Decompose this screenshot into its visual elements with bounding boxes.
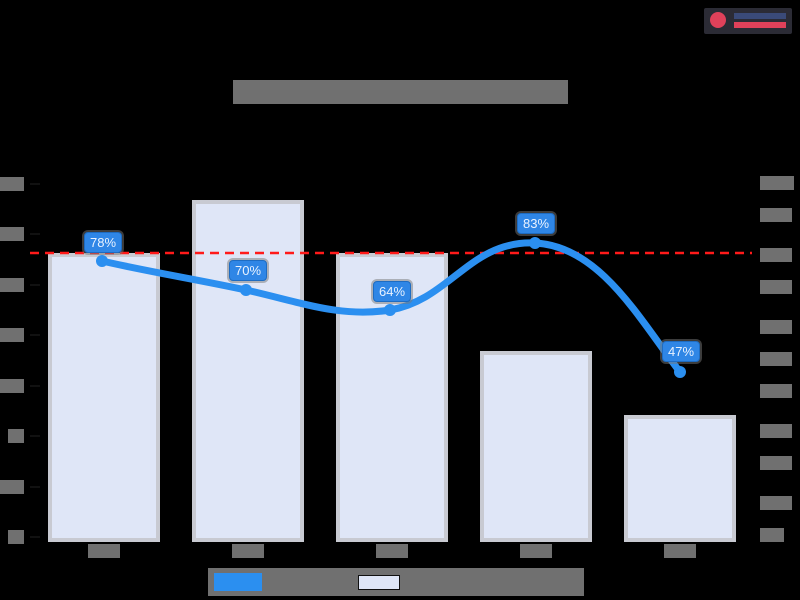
left-axis-label bbox=[0, 177, 24, 191]
right-axis-label bbox=[760, 248, 792, 262]
bar-4 bbox=[480, 351, 592, 542]
left-axis-label bbox=[0, 227, 24, 241]
left-axis-label bbox=[0, 328, 24, 342]
right-axis-label bbox=[760, 280, 792, 294]
left-axis-label bbox=[0, 278, 24, 292]
bar-1 bbox=[48, 253, 160, 542]
right-axis-label bbox=[760, 496, 792, 510]
right-axis-label bbox=[760, 456, 792, 470]
x-axis-label: (obscured) bbox=[520, 544, 552, 558]
data-label-4: 83% bbox=[517, 213, 556, 234]
right-axis-label bbox=[760, 424, 792, 438]
brand-logo bbox=[704, 8, 792, 34]
bar-5 bbox=[624, 415, 736, 542]
line-points bbox=[96, 237, 686, 378]
bar-2 bbox=[192, 200, 304, 542]
right-axis-label bbox=[760, 384, 792, 398]
left-axis-label bbox=[8, 429, 24, 443]
x-axis-label: (obscured) bbox=[664, 544, 696, 558]
left-axis-label bbox=[8, 530, 24, 544]
chart-title: Retention Rate by Year (obscured) bbox=[233, 80, 568, 104]
legend-swatch-line bbox=[214, 573, 262, 591]
bar-series bbox=[48, 200, 736, 542]
right-axis-label bbox=[760, 176, 794, 190]
left-axis-label bbox=[0, 379, 24, 393]
data-label-3: 64% bbox=[373, 281, 412, 302]
data-label-2: 70% bbox=[229, 260, 268, 281]
x-axis-label: (obscured) bbox=[376, 544, 408, 558]
x-axis-label: (obscured) bbox=[88, 544, 120, 558]
logo-top-text bbox=[734, 13, 786, 19]
left-axis-ticks bbox=[30, 183, 40, 538]
legend-swatch-bar bbox=[358, 575, 400, 590]
data-label-1: 78% bbox=[84, 232, 123, 253]
bar-3 bbox=[336, 253, 448, 542]
line-series bbox=[98, 239, 684, 376]
x-axis-label: (obscured) bbox=[232, 544, 264, 558]
logo-bottom-text bbox=[734, 22, 786, 28]
left-axis-label bbox=[0, 480, 24, 494]
chart-legend bbox=[208, 568, 584, 596]
right-axis-label bbox=[760, 352, 792, 366]
right-axis-label bbox=[760, 320, 792, 334]
data-label-5: 47% bbox=[662, 341, 701, 362]
logo-mark-icon bbox=[710, 12, 726, 28]
right-axis-label bbox=[760, 208, 792, 222]
right-axis-label bbox=[760, 528, 784, 542]
